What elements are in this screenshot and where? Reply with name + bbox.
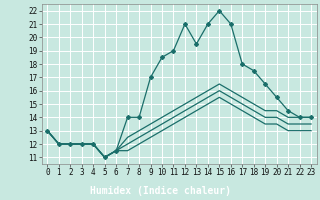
Text: Humidex (Indice chaleur): Humidex (Indice chaleur) — [90, 186, 230, 196]
